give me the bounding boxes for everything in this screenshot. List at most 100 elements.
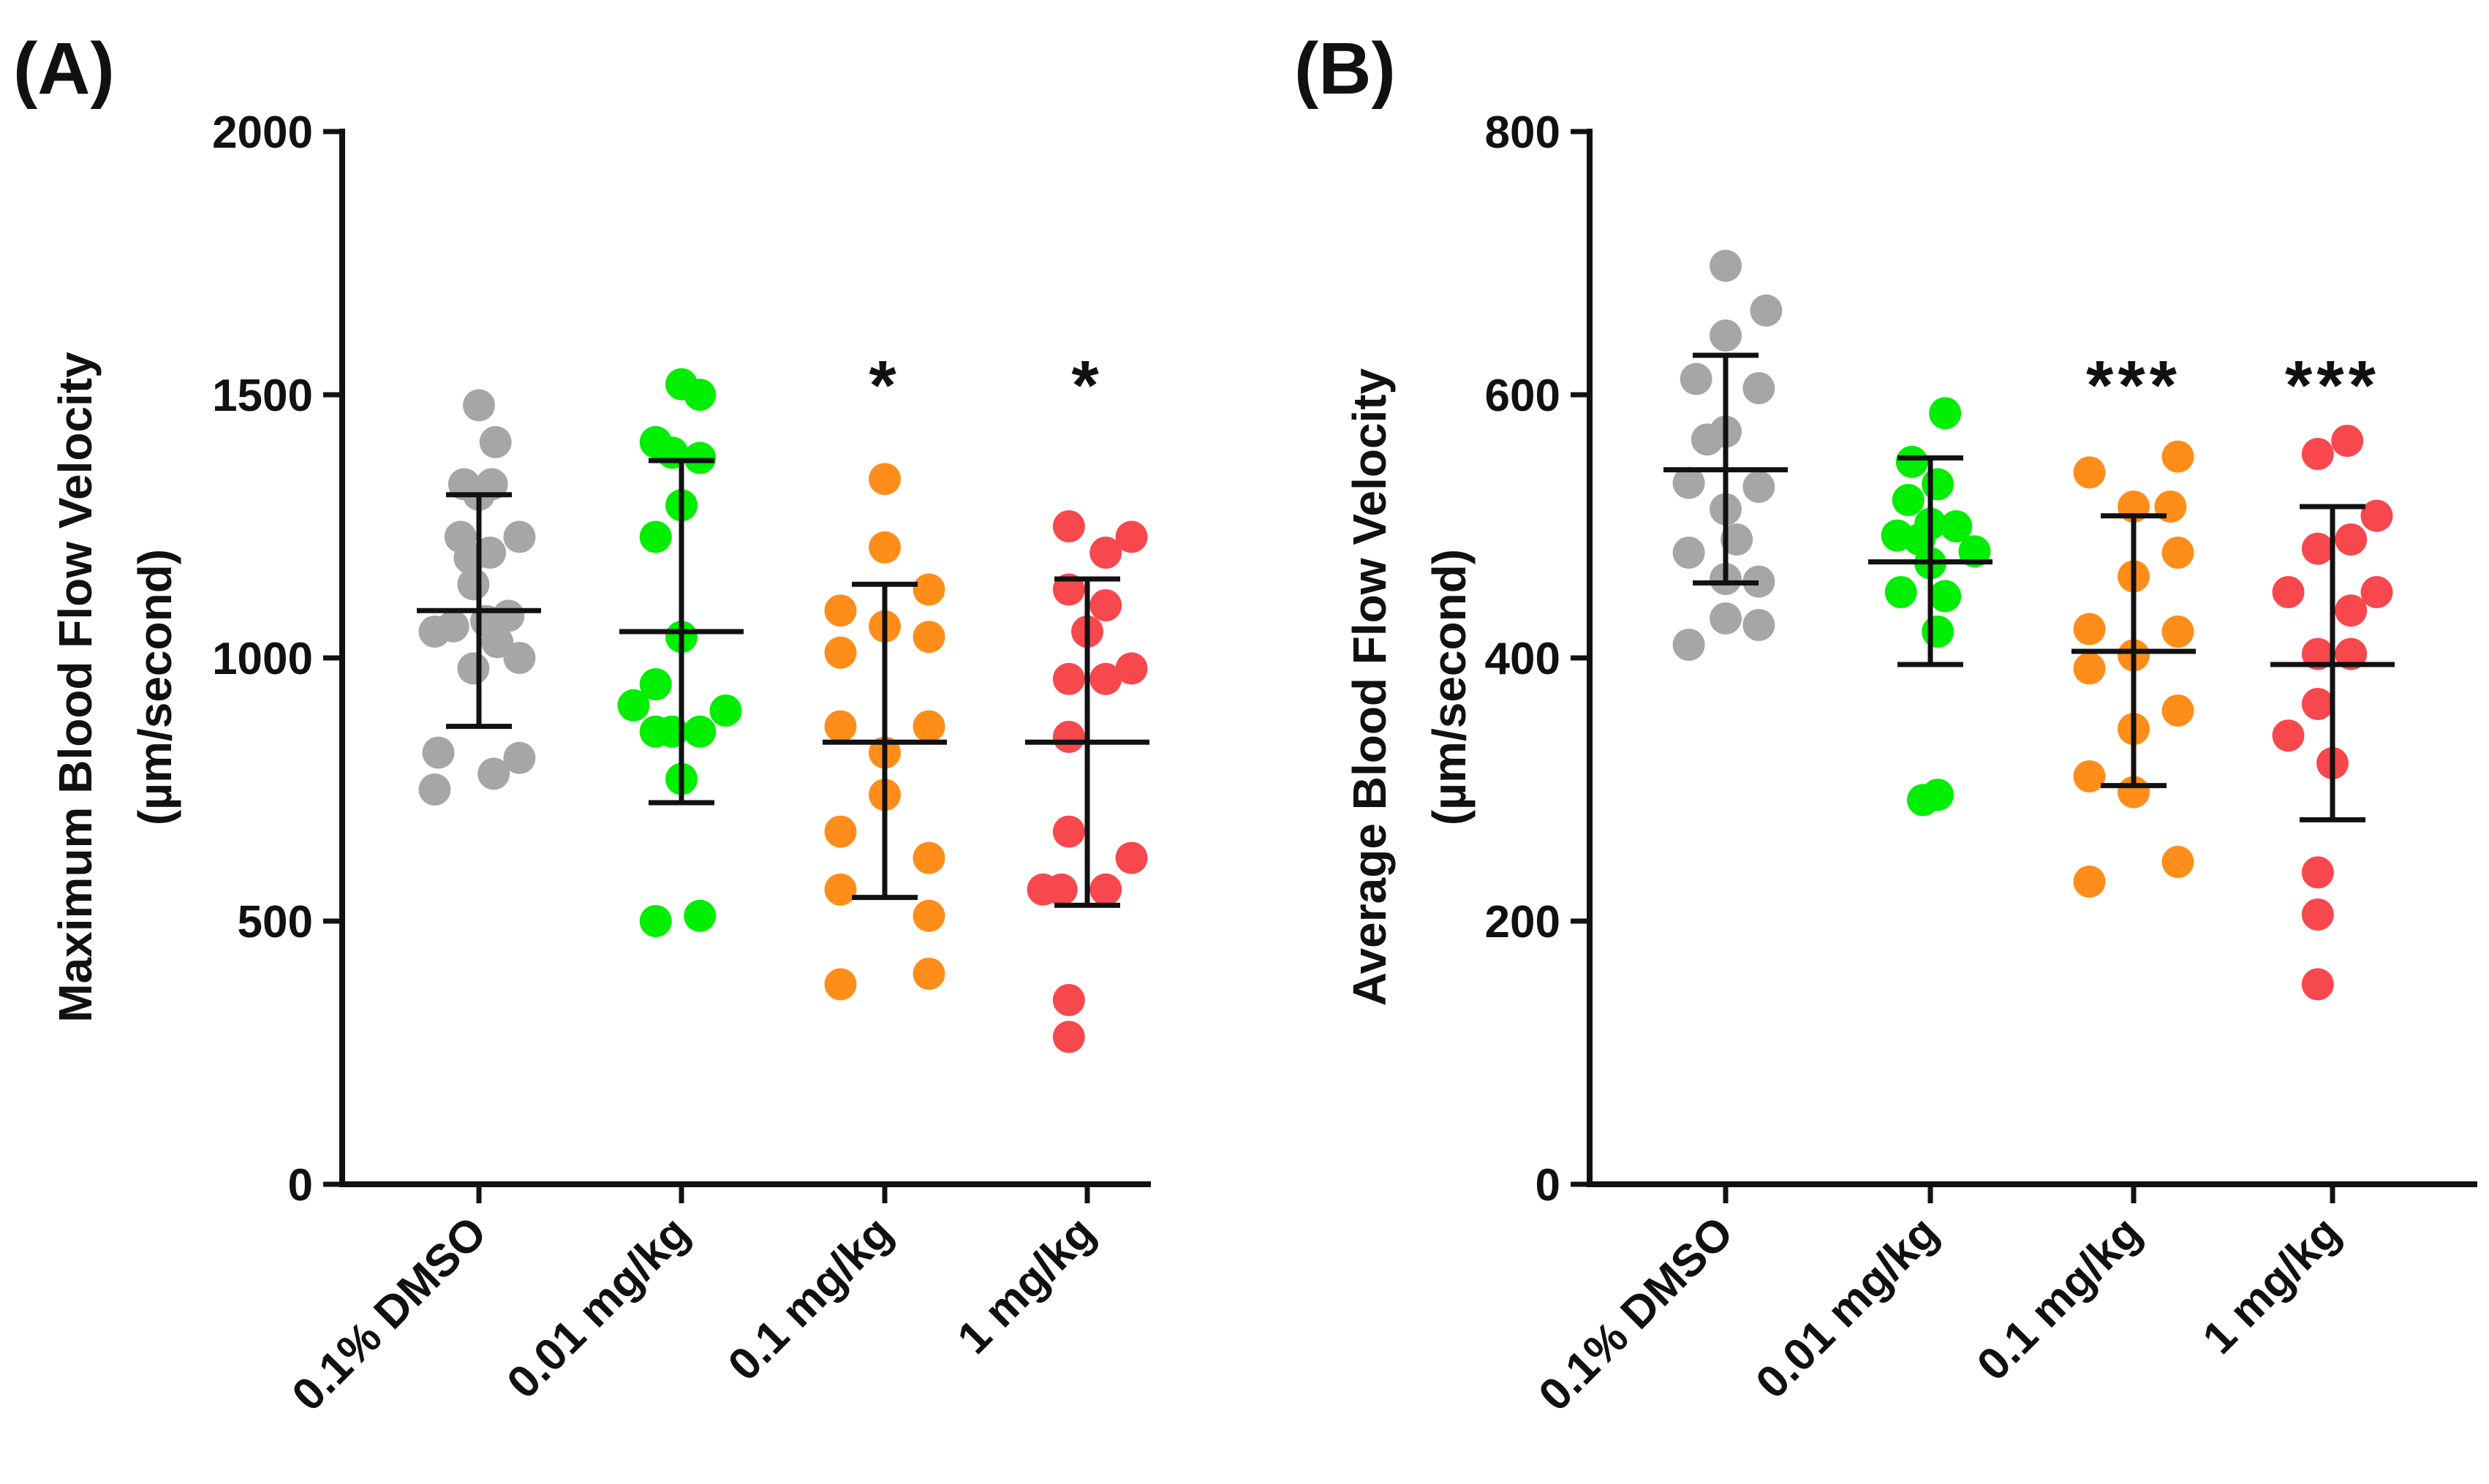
data-point: [1089, 589, 1122, 621]
y-tick-label: 600: [1485, 371, 1560, 421]
y-axis-title: Maximum Blood Flow Velocity: [49, 352, 102, 1023]
y-tick-label: 0: [1536, 1160, 1560, 1211]
data-point: [1052, 662, 1085, 695]
data-point: [1742, 565, 1775, 598]
panel-label: (A): [13, 28, 115, 110]
data-point: [503, 642, 536, 674]
data-point: [2073, 866, 2106, 898]
data-point: [2161, 440, 2194, 473]
data-point: [2161, 537, 2194, 569]
data-point: [869, 463, 901, 496]
chart-panel-1: (B) Average Blood Flow Velocity (µm/second…: [1294, 28, 2477, 1421]
data-point: [1721, 523, 1753, 556]
data-point: [1052, 815, 1085, 848]
data-point: [2301, 856, 2334, 889]
data-point: [2161, 846, 2194, 878]
data-point: [2073, 613, 2106, 646]
data-point: [913, 573, 945, 606]
data-point: [2301, 438, 2334, 470]
y-tick-label: 2000: [212, 107, 313, 158]
data-point: [2272, 576, 2305, 608]
x-tick-label: 0.1% DMSO: [282, 1207, 496, 1420]
data-point: [2335, 523, 2368, 556]
data-point: [503, 741, 536, 774]
data-point: [1089, 537, 1122, 569]
y-tick-label: 400: [1485, 634, 1560, 684]
y-axis-title: Average Blood Flow Velocity: [1343, 368, 1396, 1006]
data-point: [2073, 652, 2106, 685]
data-point: [1895, 445, 1928, 478]
x-tick-label: 0.1 mg/kg: [719, 1207, 902, 1390]
data-point: [492, 599, 525, 632]
data-point: [1115, 520, 1148, 553]
y-tick-label: 500: [238, 897, 313, 947]
data-point: [824, 594, 857, 627]
data-point: [1672, 466, 1705, 499]
data-point: [639, 715, 672, 748]
data-point: [2272, 719, 2305, 752]
data-point: [2161, 694, 2194, 727]
data-point: [869, 531, 901, 564]
data-point: [1940, 510, 1973, 542]
data-point: [913, 958, 945, 990]
panel-label: (B): [1294, 28, 1396, 110]
data-point: [474, 537, 507, 569]
data-point: [2301, 532, 2334, 565]
y-axis-unit: (µm/second): [1423, 549, 1476, 825]
x-tick-label: 0.1 mg/kg: [1968, 1207, 2151, 1390]
data-point: [684, 899, 717, 932]
y-tick-label: 800: [1485, 107, 1560, 158]
data-point: [639, 668, 672, 700]
data-point: [2360, 499, 2393, 532]
significance-marker: ***: [2285, 347, 2380, 425]
y-axis-unit: (µm/second): [129, 549, 181, 825]
data-point: [1052, 1021, 1085, 1053]
data-point: [1922, 616, 1954, 648]
data-point: [1929, 580, 1962, 613]
data-point: [824, 873, 857, 906]
data-point: [2073, 760, 2106, 792]
significance-marker: *: [1071, 347, 1103, 425]
data-point: [684, 442, 717, 474]
significance-marker: ***: [2086, 347, 2181, 425]
data-point: [1115, 652, 1148, 685]
data-point: [1680, 363, 1712, 395]
data-point: [1045, 873, 1078, 906]
y-tick-label: 1000: [212, 634, 313, 684]
data-point: [1742, 609, 1775, 641]
data-point: [684, 379, 717, 411]
data-point: [824, 636, 857, 669]
data-point: [1922, 779, 1954, 811]
data-point: [422, 736, 455, 769]
x-tick-label: 0.1% DMSO: [1529, 1207, 1742, 1420]
data-point: [617, 689, 650, 722]
significance-marker: *: [869, 347, 900, 425]
data-point: [2360, 576, 2393, 608]
data-point: [913, 710, 945, 743]
data-point: [1115, 841, 1148, 874]
data-point: [1672, 629, 1705, 661]
x-tick-label: 0.01 mg/kg: [497, 1207, 698, 1408]
data-point: [824, 710, 857, 743]
data-point: [477, 757, 510, 790]
data-point: [1922, 468, 1954, 501]
data-point: [684, 715, 717, 748]
data-point: [1710, 249, 1742, 282]
data-point: [457, 652, 490, 685]
data-point: [913, 899, 945, 932]
data-point: [1750, 294, 1783, 327]
data-point: [1710, 319, 1742, 352]
data-point: [1052, 510, 1085, 542]
data-point: [2301, 898, 2334, 931]
data-point: [1884, 576, 1917, 608]
data-point: [639, 520, 672, 553]
data-point: [1929, 397, 1962, 430]
data-point: [1089, 662, 1122, 695]
data-point: [824, 815, 857, 848]
data-point: [2301, 968, 2334, 1001]
x-tick-label: 1 mg/kg: [2193, 1207, 2349, 1363]
data-point: [2161, 616, 2194, 648]
data-point: [1742, 372, 1775, 404]
data-point: [2073, 456, 2106, 489]
